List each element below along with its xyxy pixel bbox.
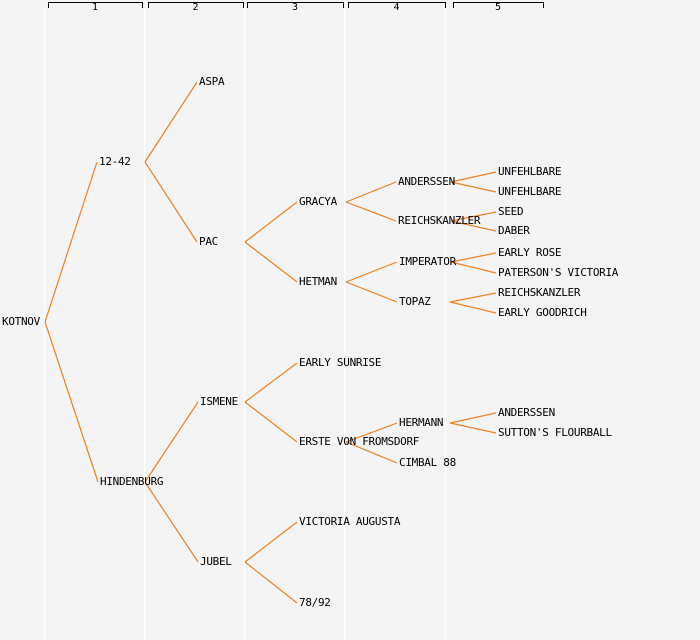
generation-number-3: 3 <box>291 2 299 13</box>
node-early-sunrise[interactable]: EARLY SUNRISE <box>299 356 382 369</box>
node-aspa[interactable]: ASPA <box>199 75 225 88</box>
node-unfehlbare-2[interactable]: UNFEHLBARE <box>498 185 562 198</box>
generation-number-1: 1 <box>91 2 99 13</box>
node-n1242[interactable]: 12-42 <box>99 155 131 168</box>
node-victoria-augusta[interactable]: VICTORIA AUGUSTA <box>299 515 401 528</box>
node-early-rose[interactable]: EARLY ROSE <box>498 246 562 259</box>
node-anderssen-2[interactable]: ANDERSSEN <box>498 406 555 419</box>
node-imperator[interactable]: IMPERATOR <box>399 255 456 268</box>
node-reichskanzler-2[interactable]: REICHSKANZLER <box>498 286 581 299</box>
node-anderssen[interactable]: ANDERSSEN <box>398 175 455 188</box>
node-gracya[interactable]: GRACYA <box>299 195 337 208</box>
node-patersons-victoria[interactable]: PATERSON'S VICTORIA <box>498 266 619 279</box>
node-cimbal-88[interactable]: CIMBAL 88 <box>399 456 456 469</box>
node-reichskanzler[interactable]: REICHSKANZLER <box>398 214 481 227</box>
node-hetman[interactable]: HETMAN <box>299 275 337 288</box>
generation-number-5: 5 <box>494 2 502 13</box>
node-n7892[interactable]: 78/92 <box>299 596 331 609</box>
node-ismene[interactable]: ISMENE <box>200 395 238 408</box>
node-hermann[interactable]: HERMANN <box>399 416 444 429</box>
generation-number-2: 2 <box>192 2 199 13</box>
node-erste-von-fromsdorf[interactable]: ERSTE VON FROMSDORF <box>299 435 420 448</box>
node-kotnov[interactable]: KOTNOV <box>2 315 40 328</box>
node-topaz[interactable]: TOPAZ <box>399 295 431 308</box>
node-pac[interactable]: PAC <box>199 235 218 248</box>
node-unfehlbare-1[interactable]: UNFEHLBARE <box>498 165 562 178</box>
node-hindenburg[interactable]: HINDENBURG <box>100 475 164 488</box>
node-suttons-flourball[interactable]: SUTTON'S FLOURBALL <box>498 426 612 439</box>
node-jubel[interactable]: JUBEL <box>200 555 232 568</box>
node-early-goodrich[interactable]: EARLY GOODRICH <box>498 306 587 319</box>
generation-number-4: 4 <box>393 2 400 13</box>
node-seed[interactable]: SEED <box>498 205 524 218</box>
node-daber[interactable]: DABER <box>498 224 530 237</box>
